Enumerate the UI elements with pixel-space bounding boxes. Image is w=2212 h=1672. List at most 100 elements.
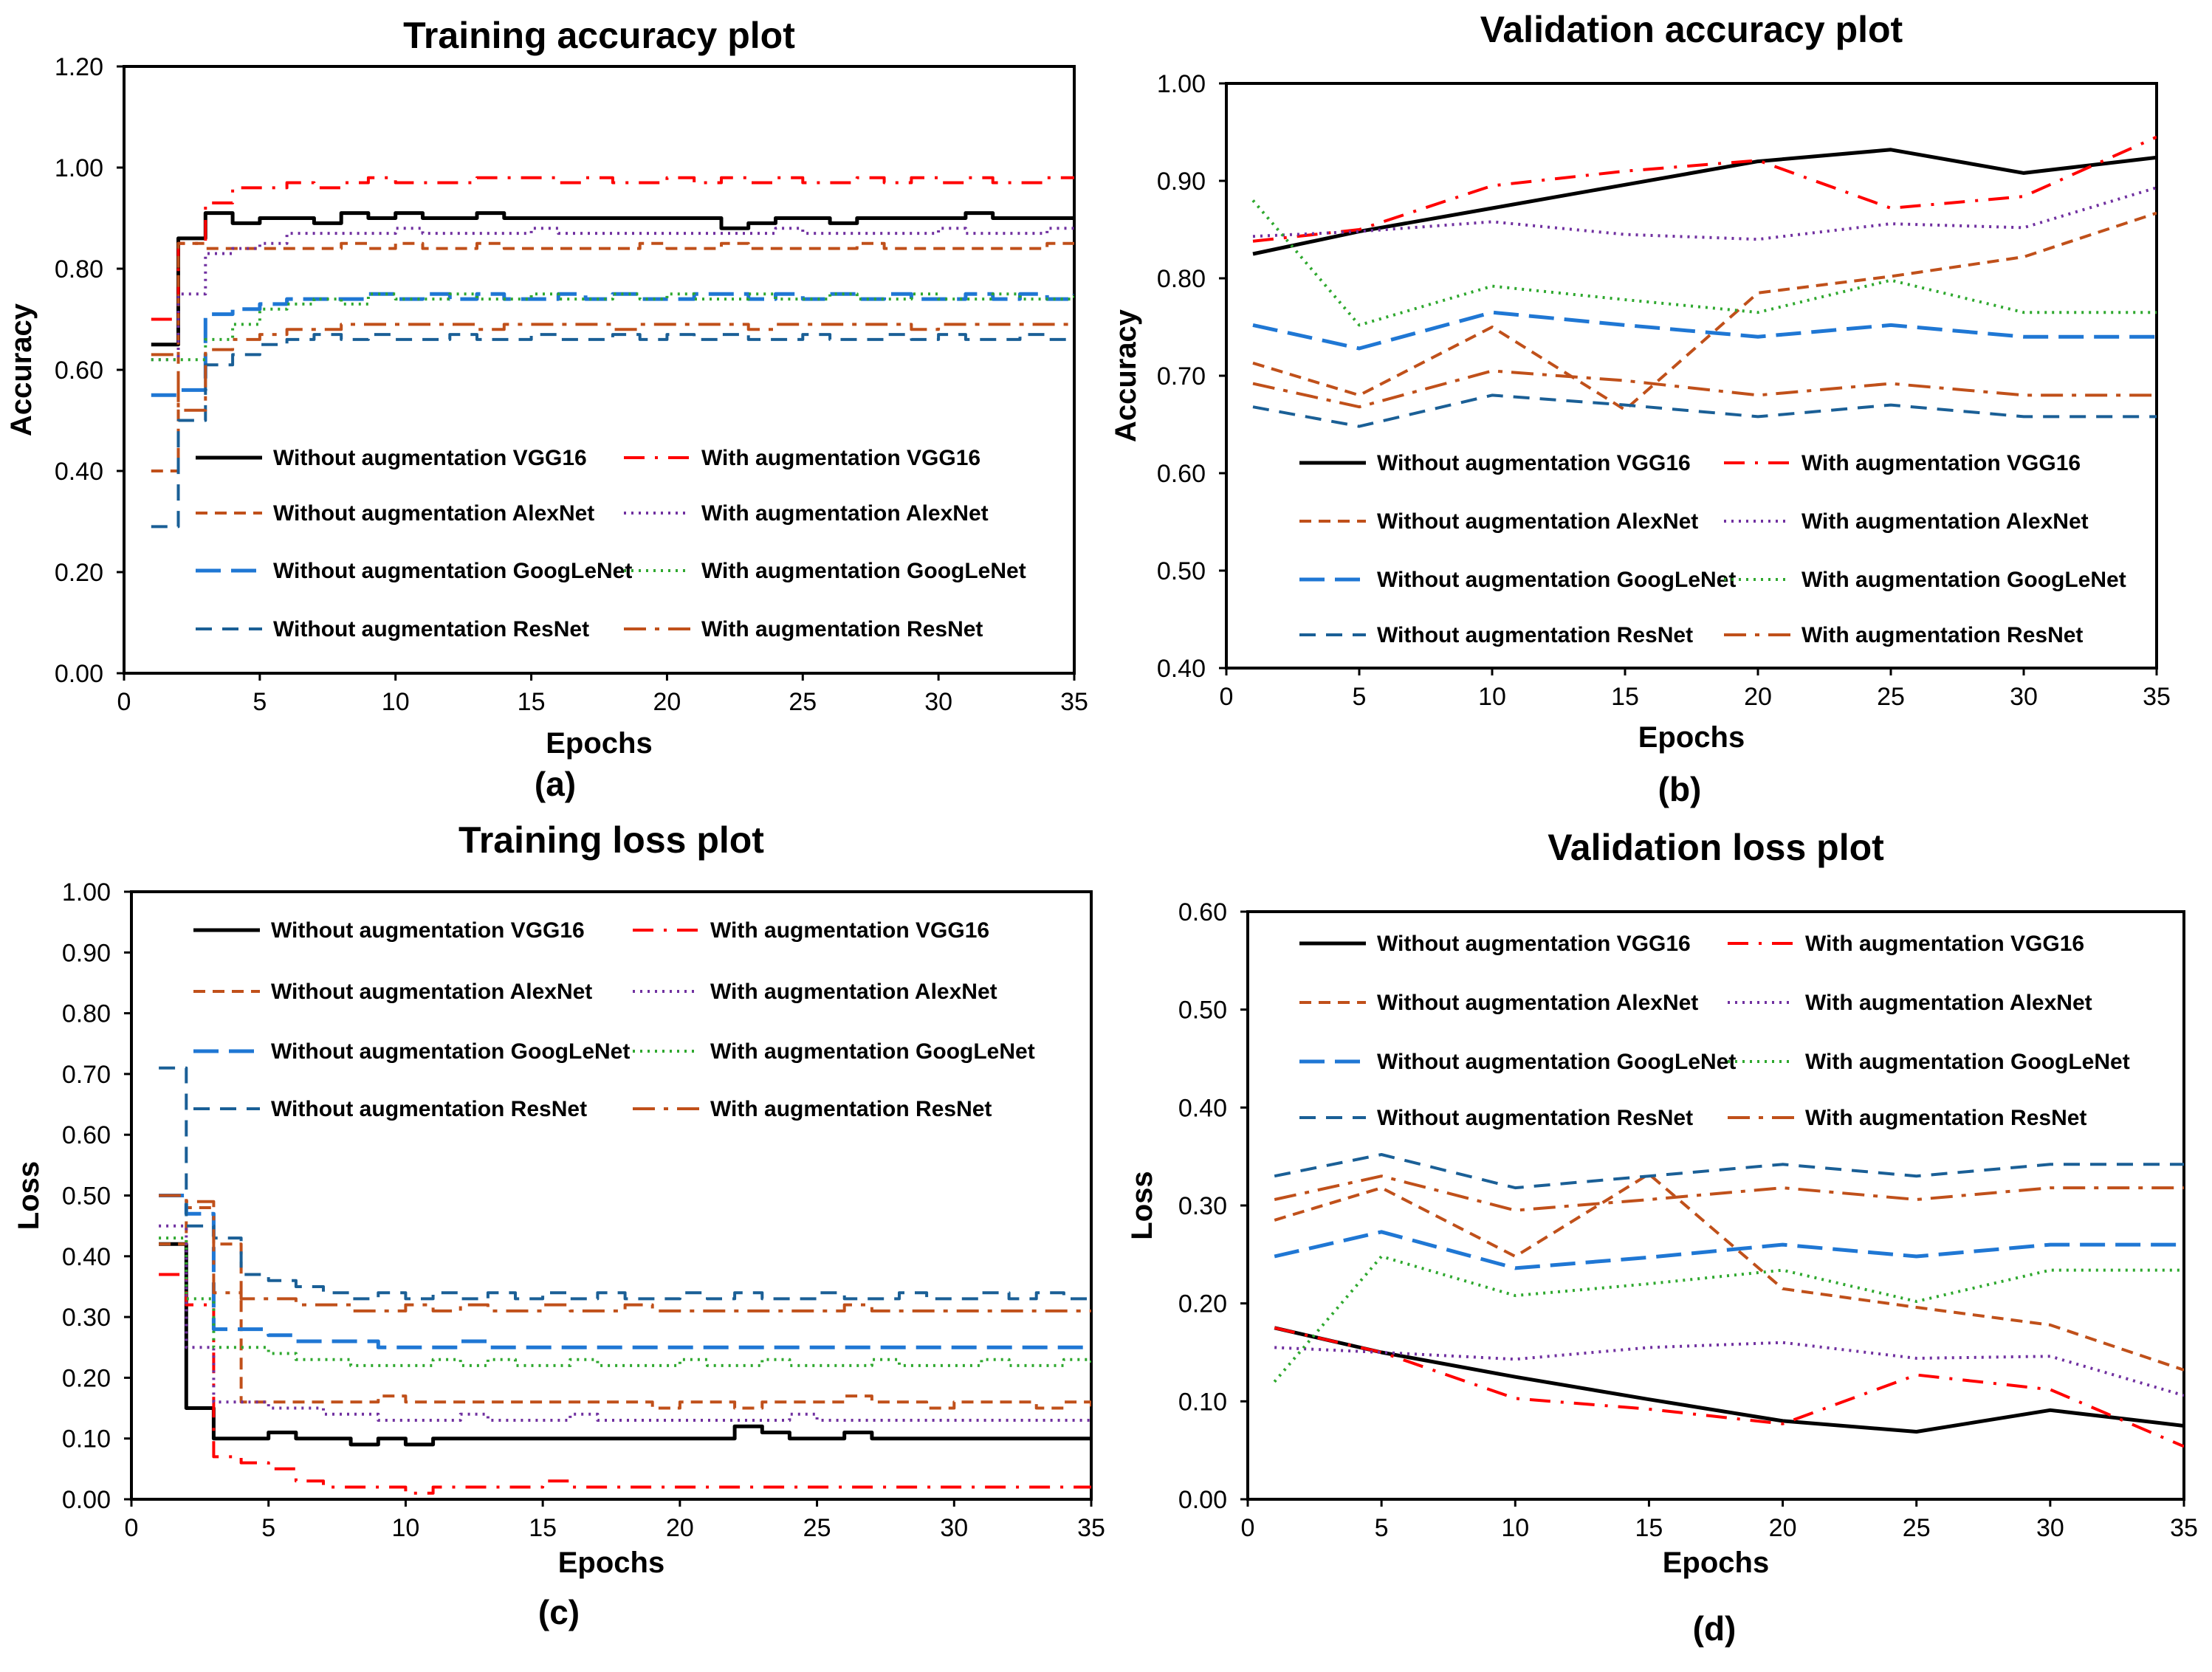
series-line-3	[1274, 1172, 2184, 1372]
series-line-4	[159, 1224, 1091, 1422]
x-tick-label: 10	[392, 1514, 420, 1542]
legend-label: With augmentation ResNet	[1805, 1106, 2086, 1130]
legend-label: With augmentation VGG16	[701, 446, 980, 470]
legend: Without augmentation VGG16 With augmentat…	[196, 446, 1026, 641]
x-tick-label: 10	[1478, 683, 1506, 711]
series-line-2	[1274, 1326, 2184, 1448]
chart-panel-b: Validation accuracy plot 0.40 0.50 0.60 0.70…	[1110, 9, 2171, 808]
x-tick-label: 30	[2036, 1514, 2064, 1542]
legend-label: With augmentation ResNet	[710, 1097, 992, 1121]
chart-title: Training loss plot	[458, 819, 764, 861]
x-tick-label: 5	[1353, 683, 1367, 711]
legend-label: With augmentation AlexNet	[701, 501, 989, 526]
x-tick-label: 25	[1877, 683, 1905, 711]
x-tick-label: 30	[940, 1514, 968, 1542]
series-line-7	[1252, 393, 2157, 428]
x-tick-label: 10	[382, 688, 410, 716]
y-tick-label: 0.40	[62, 1243, 111, 1271]
series-line-6	[1251, 199, 2157, 327]
legend-label: Without augmentation AlexNet	[271, 980, 592, 1004]
x-tick-label: 10	[1501, 1514, 1529, 1542]
x-axis-label: Epochs	[1663, 1547, 1769, 1579]
legend-label: With augmentation GoogLeNet	[710, 1039, 1035, 1064]
x-tick-label: 0	[1220, 683, 1234, 711]
x-tick-label: 15	[529, 1514, 557, 1542]
x-tick-label: 30	[2010, 683, 2038, 711]
y-tick-label: 0.50	[1178, 997, 1227, 1025]
legend-label: With augmentation AlexNet	[1805, 991, 2092, 1015]
y-tick-label: 0.90	[62, 939, 111, 967]
y-tick-label: 0.50	[1157, 557, 1206, 585]
series-line-8	[159, 1194, 1091, 1313]
series-line-7	[151, 333, 1074, 529]
legend: Without augmentation VGG16 With augmentat…	[193, 918, 1035, 1121]
y-tick-label: 1.00	[62, 878, 111, 906]
y-tick-label: 0.20	[1178, 1290, 1227, 1318]
legend: Without augmentation VGG16 With augmentat…	[1299, 932, 2130, 1130]
series-line-6	[151, 292, 1074, 362]
x-tick-label: 0	[117, 688, 131, 716]
x-tick-label: 20	[1744, 683, 1772, 711]
y-tick-label: 0.00	[1178, 1486, 1227, 1514]
y-tick-label: 0.70	[1157, 362, 1206, 391]
series-line-8	[1252, 369, 2157, 409]
x-tick-label: 25	[803, 1514, 831, 1542]
figure-caption: (a)	[535, 765, 576, 803]
x-tick-label: 35	[1060, 688, 1088, 716]
series-group	[159, 1066, 1091, 1495]
figure-caption: (d)	[1693, 1609, 1737, 1648]
x-tick-label: 35	[1077, 1514, 1105, 1542]
legend-label: Without augmentation GoogLeNet	[271, 1039, 630, 1064]
series-line-2	[151, 176, 1074, 321]
y-tick-label: 1.00	[1157, 70, 1206, 98]
y-tick-label: 0.20	[62, 1364, 111, 1392]
x-tick-label: 35	[2170, 1514, 2198, 1542]
y-tick-label: 0.20	[55, 559, 103, 587]
x-tick-label: 15	[518, 688, 546, 716]
series-line-4	[1274, 1341, 2184, 1397]
legend-label: With augmentation GoogLeNet	[1801, 568, 2126, 592]
x-axis-label: Epochs	[1638, 721, 1745, 754]
legend-label: Without augmentation ResNet	[273, 617, 589, 641]
x-tick-label: 15	[1635, 1514, 1663, 1542]
legend-label: With augmentation ResNet	[701, 617, 983, 641]
x-tick-label: 15	[1611, 683, 1639, 711]
series-line-5	[1274, 1230, 2184, 1270]
legend-label: Without augmentation VGG16	[273, 446, 587, 470]
legend-label: With augmentation VGG16	[1801, 451, 2081, 475]
x-tick-label: 5	[1375, 1514, 1389, 1542]
series-line-8	[151, 323, 1074, 412]
series-group	[1273, 1153, 2184, 1448]
legend-label: With augmentation AlexNet	[1801, 509, 2089, 534]
series-line-1	[151, 211, 1074, 347]
series-line-2	[1252, 135, 2157, 243]
series-line-5	[159, 1194, 1091, 1349]
legend-label: With augmentation GoogLeNet	[701, 559, 1026, 583]
y-axis-label: Loss	[13, 1161, 45, 1230]
y-tick-label: 0.50	[62, 1183, 111, 1211]
series-line-1	[1274, 1326, 2184, 1434]
x-tick-label: 35	[2143, 683, 2171, 711]
y-tick-label: 0.40	[1178, 1094, 1227, 1122]
series-line-5	[1252, 310, 2157, 351]
y-tick-label: 0.60	[62, 1121, 111, 1149]
x-tick-label: 20	[653, 688, 681, 716]
y-tick-label: 0.90	[1157, 168, 1206, 196]
legend-label: Without augmentation ResNet	[1377, 623, 1693, 647]
y-tick-label: 0.00	[62, 1486, 111, 1514]
x-tick-label: 25	[1903, 1514, 1931, 1542]
legend-label: Without augmentation GoogLeNet	[1377, 1050, 1736, 1074]
x-tick-label: 25	[789, 688, 817, 716]
legend-label: Without augmentation GoogLeNet	[1377, 568, 1736, 592]
legend-label: With augmentation ResNet	[1801, 623, 2083, 647]
series-line-3	[159, 1206, 1091, 1410]
x-axis-label: Epochs	[546, 727, 652, 760]
y-tick-label: 0.60	[1178, 898, 1227, 926]
x-tick-label: 20	[1769, 1514, 1797, 1542]
y-tick-label: 0.60	[1157, 460, 1206, 488]
x-tick-label: 20	[666, 1514, 694, 1542]
y-axis-label: Accuracy	[5, 303, 38, 436]
chart-title: Validation loss plot	[1548, 827, 1884, 868]
series-line-3	[1252, 211, 2157, 412]
